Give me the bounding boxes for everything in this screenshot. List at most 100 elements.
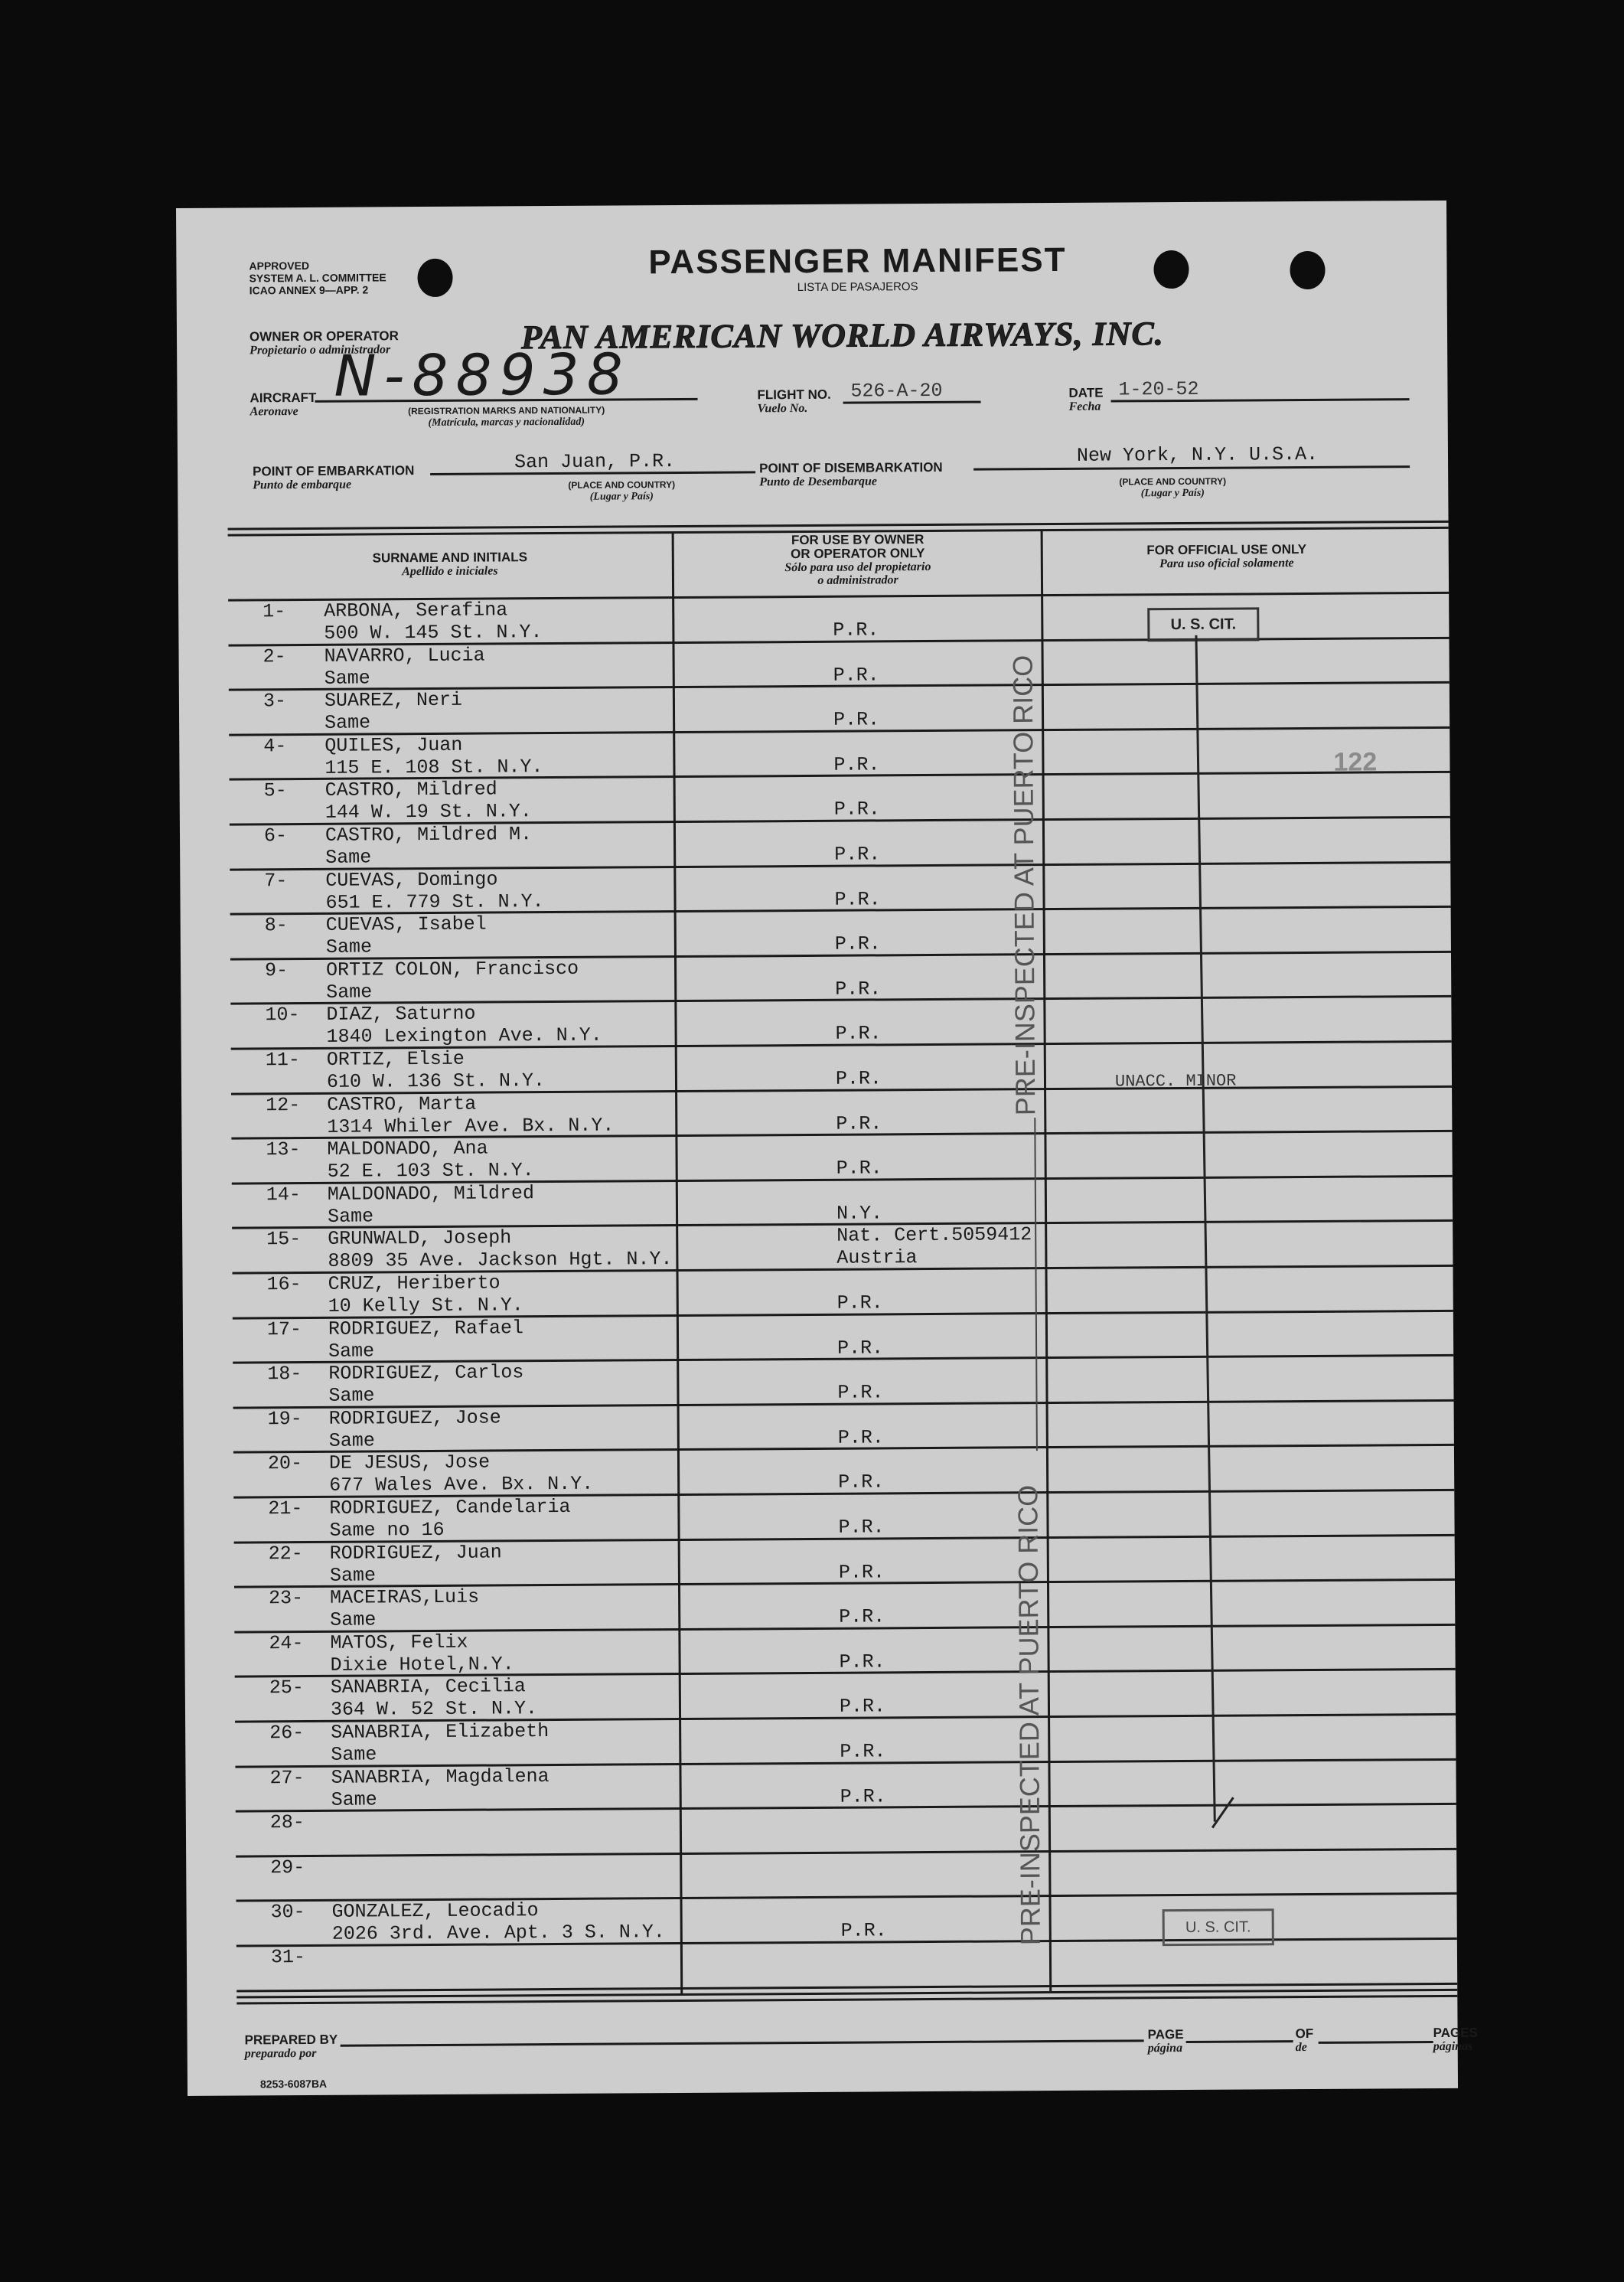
owner-use-value: P.R. xyxy=(834,932,881,955)
table-row: 14- MALDONADO, Mildred Same N.Y. xyxy=(182,1177,1453,1229)
row-number: 24- xyxy=(269,1631,304,1655)
table-row: 29- xyxy=(186,1849,1457,1902)
row-number: 16- xyxy=(266,1273,302,1296)
official-note: UNACC. MINOR xyxy=(1114,1071,1237,1092)
passenger-name: QUILES, Juan xyxy=(324,733,463,757)
row-number: 20- xyxy=(267,1452,303,1475)
owner-use-value: P.R. xyxy=(833,663,879,687)
row-number: 4- xyxy=(263,734,287,758)
column-header-es: Apellido e iniciales xyxy=(402,564,498,579)
embark-label: POINT OF EMBARKATION Punto de embarque xyxy=(253,463,415,492)
owner-use-value: P.R. xyxy=(840,1919,887,1943)
approval-line: SYSTEM A. L. COMMITTEE xyxy=(249,271,386,285)
embark-place-note: (PLACE AND COUNTRY) (Lugar y País) xyxy=(545,479,698,504)
passenger-name: CUEVAS, Isabel xyxy=(325,912,487,937)
row-number: 30- xyxy=(270,1901,305,1924)
flight-label-en: FLIGHT NO. xyxy=(757,387,831,403)
passenger-name: RODRIGUEZ, Carlos xyxy=(328,1361,524,1385)
embark-label-es: Punto de embarque xyxy=(253,478,352,492)
pages-line xyxy=(1318,2041,1433,2044)
passenger-address: 115 E. 108 St. N.Y. xyxy=(324,755,543,779)
date-label: DATE Fecha xyxy=(1068,386,1103,413)
table-row: 13- MALDONADO, Ana 52 E. 103 St. N.Y. P.R. xyxy=(181,1131,1453,1185)
passenger-name: GRUNWALD, Joseph xyxy=(328,1226,512,1251)
disembark-label: POINT OF DISEMBARKATION Punto de Desemba… xyxy=(759,460,943,489)
passenger-address: 144 W. 19 St. N.Y. xyxy=(324,800,532,824)
owner-use-value: P.R. xyxy=(838,1516,885,1539)
passenger-address: 677 Wales Ave. Bx. N.Y. xyxy=(329,1473,594,1497)
flight-label-es: Vuelo No. xyxy=(757,401,808,416)
table-row: 21- RODRIGUEZ, Candelaria Same no 16 P.R. xyxy=(184,1490,1455,1544)
pages-label: PAGES páginas xyxy=(1433,2026,1478,2053)
owner-use-value: P.R. xyxy=(838,1560,885,1584)
passenger-address: 500 W. 145 St. N.Y. xyxy=(324,621,543,645)
passenger-name: RODRIGUEZ, Candelaria xyxy=(329,1495,571,1520)
passenger-name: DIAZ, Saturno xyxy=(326,1003,476,1027)
passenger-name: CASTRO, Mildred M. xyxy=(324,823,533,847)
passenger-name: ARBONA, Serafina xyxy=(324,599,508,622)
flight-value: 526-A-20 xyxy=(850,379,943,403)
row-number: 7- xyxy=(264,869,288,892)
passenger-name: CRUZ, Heriberto xyxy=(328,1272,501,1295)
punch-hole xyxy=(417,258,453,298)
inspection-stamp: PRE-INSPECTED AT PUERTO RICO xyxy=(1012,1484,1046,1946)
disembark-place-note: (PLACE AND COUNTRY) (Lugar y País) xyxy=(1096,475,1249,500)
approval-note: APPROVED SYSTEM A. L. COMMITTEE ICAO ANN… xyxy=(249,259,386,296)
passenger-address: Same xyxy=(327,1205,374,1228)
table-row: 26- SANABRIA, Elizabeth Same P.R. xyxy=(185,1715,1456,1768)
owner-use-value: P.R. xyxy=(836,1291,883,1314)
row-number: 19- xyxy=(267,1407,302,1431)
passenger-address: Same xyxy=(328,1340,375,1363)
owner-use-value: P.R. xyxy=(839,1695,886,1719)
passenger-name: RODRIGUEZ, Juan xyxy=(329,1541,502,1565)
table-row: 16- CRUZ, Heriberto 10 Kelly St. N.Y. P.R. xyxy=(183,1266,1453,1320)
row-number: 27- xyxy=(269,1766,305,1789)
owner-use-value: P.R. xyxy=(835,978,882,1001)
embark-label-en: POINT OF EMBARKATION xyxy=(253,463,415,479)
passenger-name: CASTRO, Marta xyxy=(327,1092,477,1116)
passenger-name: ORTIZ COLON, Francisco xyxy=(325,957,579,981)
passenger-address: Same xyxy=(328,1384,375,1407)
column-header-owner: FOR USE BY OWNER OR OPERATOR ONLY Sólo p… xyxy=(674,532,1042,588)
passenger-name: SANABRIA, Cecilia xyxy=(330,1675,526,1699)
of-label: OF de xyxy=(1295,2026,1314,2055)
passenger-name: GONZALEZ, Leocadio xyxy=(331,1899,539,1924)
passenger-address: Same no 16 xyxy=(329,1518,445,1542)
owner-use-value: P.R. xyxy=(833,798,880,821)
passenger-address: Dixie Hotel,N.Y. xyxy=(330,1653,514,1676)
row-number: 1- xyxy=(263,600,286,623)
table-row: 18- RODRIGUEZ, Carlos Same P.R. xyxy=(183,1356,1454,1409)
disembark-label-es: Punto de Desembarque xyxy=(759,475,878,489)
passenger-address: 8809 35 Ave. Jackson Hgt. N.Y. xyxy=(328,1248,673,1273)
passenger-address: Same xyxy=(324,667,370,690)
table-row: 23- MACEIRAS,Luis Same P.R. xyxy=(184,1580,1456,1634)
us-citizen-stamp: U. S. CIT. xyxy=(1162,1908,1274,1947)
row-number: 13- xyxy=(266,1138,301,1161)
row-number: 25- xyxy=(269,1676,304,1699)
table-row: 20- DE JESUS, Jose 677 Wales Ave. Bx. N.Y.… xyxy=(184,1445,1455,1499)
aircraft-value: N-88938 xyxy=(334,341,631,410)
owner-use-value: Nat. Cert.5059412 xyxy=(836,1223,1032,1248)
passenger-address: 52 E. 103 St. N.Y. xyxy=(327,1159,534,1183)
of-label-es: de xyxy=(1295,2041,1307,2055)
passenger-address: 10 Kelly St. N.Y. xyxy=(328,1294,523,1317)
flight-label: FLIGHT NO. Vuelo No. xyxy=(757,387,831,416)
passenger-address: 2026 3rd. Ave. Apt. 3 S. N.Y. xyxy=(331,1921,665,1946)
owner-use-value: Austria xyxy=(836,1246,918,1270)
pages-label-es: páginas xyxy=(1433,2039,1473,2054)
column-header-es: o administrador xyxy=(817,573,898,587)
number-stamp: 122 xyxy=(1333,747,1378,777)
flight-underline xyxy=(843,400,981,404)
owner-use-value: P.R. xyxy=(839,1650,885,1673)
place-note-en: (PLACE AND COUNTRY) xyxy=(568,479,676,491)
owner-use-value: P.R. xyxy=(838,1471,885,1494)
owner-use-value: P.R. xyxy=(834,887,881,911)
column-header-es: Para uso oficial solamente xyxy=(1159,557,1294,571)
passenger-address: Same xyxy=(331,1788,377,1811)
pages-label-en: PAGES xyxy=(1433,2025,1478,2041)
row-number: 23- xyxy=(269,1587,304,1610)
passenger-name: SUAREZ, Neri xyxy=(324,688,463,713)
registration-note: (REGISTRATION MARKS AND NATIONALITY) (Ma… xyxy=(377,404,637,429)
passenger-name: MALDONADO, Mildred xyxy=(327,1181,535,1206)
punch-hole xyxy=(1290,250,1326,290)
